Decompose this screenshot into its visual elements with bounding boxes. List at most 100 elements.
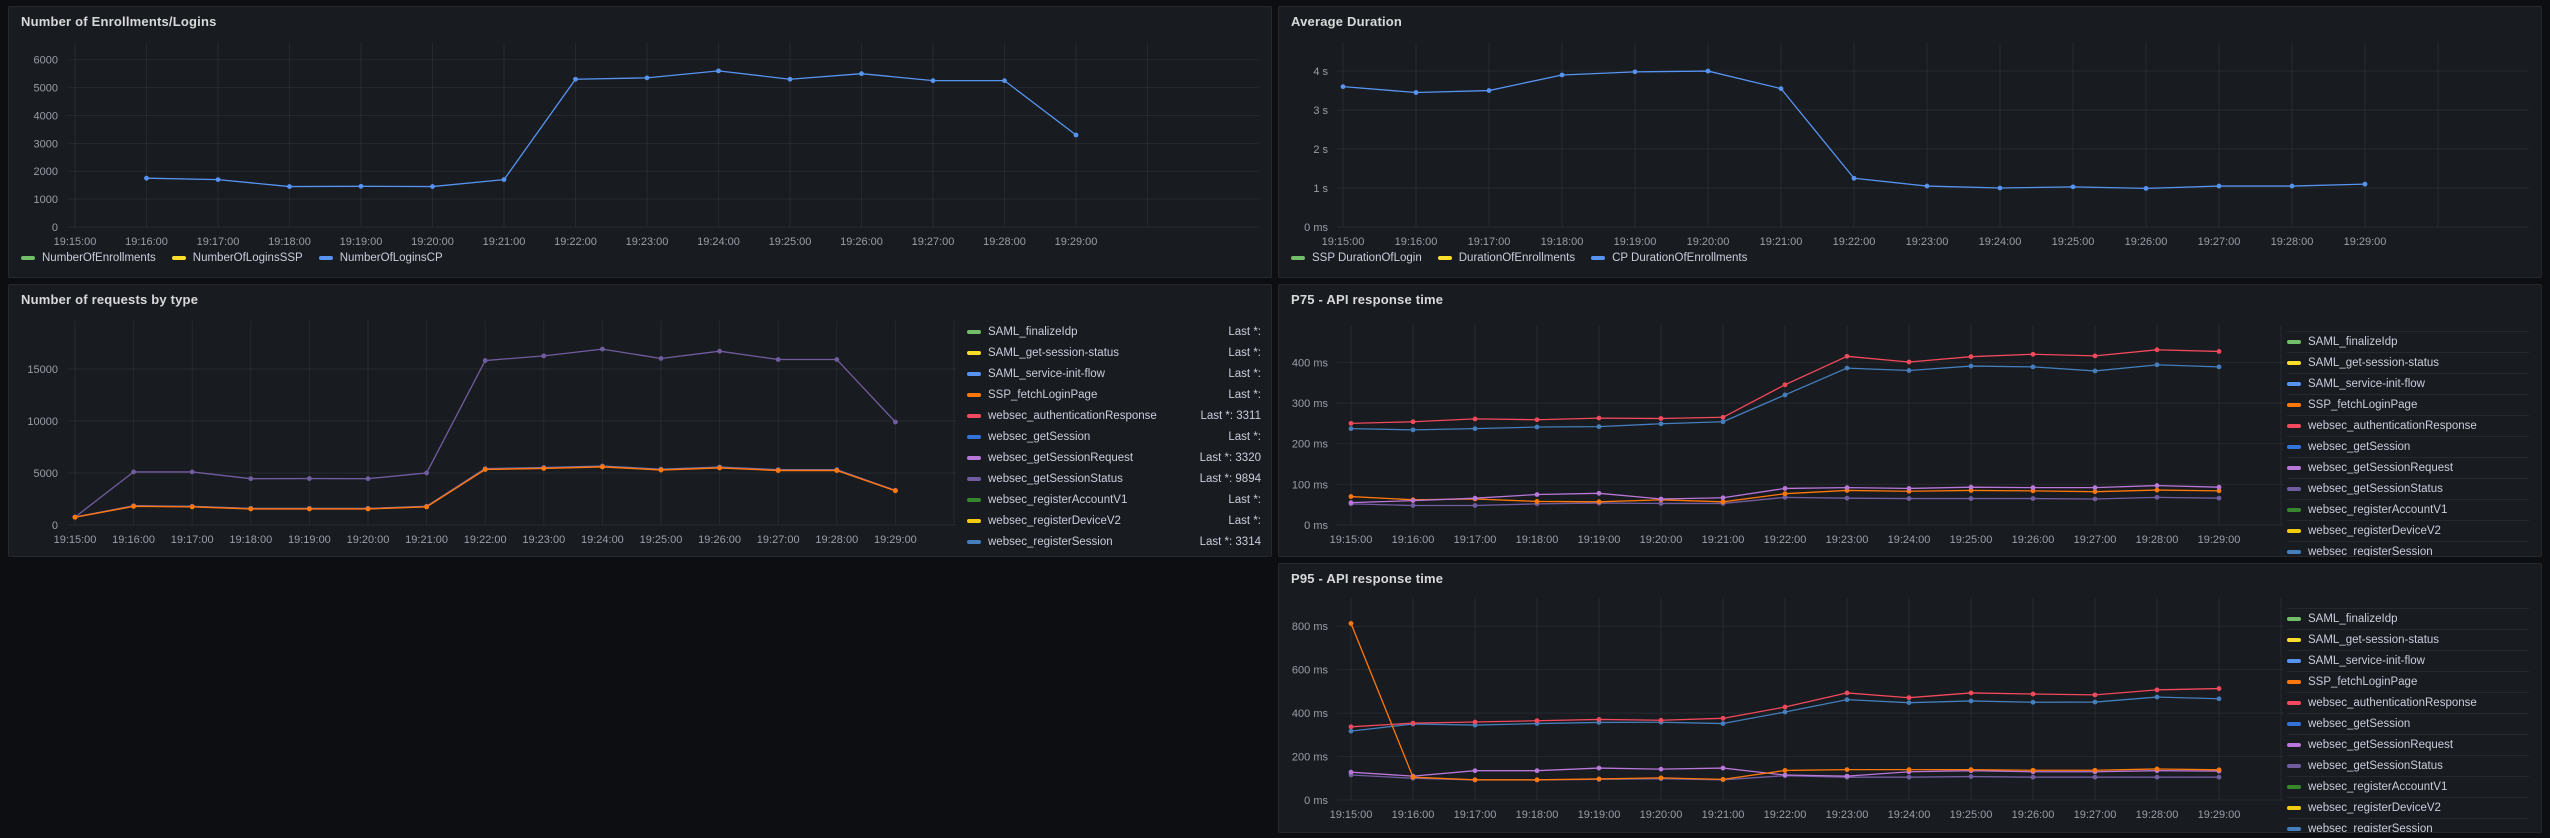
series-point[interactable] bbox=[834, 468, 840, 473]
series-point[interactable] bbox=[1534, 499, 1540, 504]
series-point[interactable] bbox=[787, 76, 793, 82]
series-point[interactable] bbox=[1844, 773, 1850, 779]
series-point[interactable] bbox=[2154, 687, 2160, 693]
panel-title[interactable]: Number of requests by type bbox=[21, 292, 199, 307]
legend-item-websec_getSession[interactable]: websec_getSession Last *: bbox=[967, 426, 1261, 447]
series-point[interactable] bbox=[1348, 728, 1354, 734]
legend-item-SAML_service-init-flow[interactable]: SAML_service-init-flow bbox=[2287, 373, 2529, 394]
series-point[interactable] bbox=[2216, 696, 2222, 702]
series-point[interactable] bbox=[1073, 132, 1079, 138]
series-point[interactable] bbox=[144, 175, 149, 181]
series-point[interactable] bbox=[2092, 485, 2098, 491]
series-point[interactable] bbox=[1968, 767, 1974, 772]
series-point[interactable] bbox=[1720, 765, 1726, 771]
series-point[interactable] bbox=[1596, 776, 1602, 782]
series-point[interactable] bbox=[1968, 690, 1974, 696]
series-point[interactable] bbox=[1844, 690, 1850, 696]
series-point[interactable] bbox=[2216, 484, 2222, 490]
series-point[interactable] bbox=[2154, 494, 2160, 500]
series-point[interactable] bbox=[1778, 86, 1784, 92]
series-point[interactable] bbox=[424, 504, 429, 510]
series-point[interactable] bbox=[1340, 84, 1346, 90]
series-point[interactable] bbox=[716, 68, 721, 74]
series-point[interactable] bbox=[2030, 351, 2036, 357]
series-point[interactable] bbox=[72, 514, 78, 520]
series-point[interactable] bbox=[365, 476, 371, 482]
series-point[interactable] bbox=[1906, 359, 1912, 365]
series-point[interactable] bbox=[2143, 186, 2149, 191]
series-point[interactable] bbox=[1782, 709, 1788, 715]
series-point[interactable] bbox=[2154, 483, 2160, 488]
series-point[interactable] bbox=[2154, 766, 2160, 772]
legend-item-SSP_fetchLoginPage[interactable]: SSP_fetchLoginPage bbox=[2287, 671, 2529, 692]
series-point[interactable] bbox=[215, 177, 221, 183]
legend-item-websec_authenticationResponse[interactable]: websec_authenticationResponse bbox=[2287, 415, 2529, 436]
series-point[interactable] bbox=[2092, 368, 2098, 374]
legend-item-NumberOfEnrollments[interactable]: NumberOfEnrollments bbox=[21, 252, 156, 264]
series-point[interactable] bbox=[1348, 426, 1354, 432]
series-point[interactable] bbox=[1472, 777, 1478, 783]
series-point[interactable] bbox=[1720, 715, 1726, 721]
panel-title[interactable]: Number of Enrollments/Logins bbox=[21, 14, 217, 29]
series-point[interactable] bbox=[1658, 766, 1664, 772]
series-point[interactable] bbox=[424, 470, 429, 476]
series-point[interactable] bbox=[2154, 347, 2160, 353]
series-point[interactable] bbox=[1782, 392, 1788, 398]
series-point[interactable] bbox=[1782, 494, 1788, 500]
time-series-plot[interactable]: 0 ms 1 s 2 s 3 s 4 s 19:15:00 19:16:00 19:17:00… bbox=[1279, 7, 2542, 278]
legend-item-websec_registerSession[interactable]: websec_registerSession bbox=[2287, 818, 2529, 832]
series-point[interactable] bbox=[859, 71, 864, 77]
series-point[interactable] bbox=[1782, 768, 1788, 773]
series-point[interactable] bbox=[834, 357, 840, 362]
series-point[interactable] bbox=[1782, 772, 1788, 778]
legend-item-websec_registerAccountV1[interactable]: websec_registerAccountV1 bbox=[2287, 499, 2529, 520]
series-point[interactable] bbox=[1782, 486, 1788, 491]
series-point[interactable] bbox=[2154, 362, 2160, 368]
legend-item-NumberOfLoginsSSP[interactable]: NumberOfLoginsSSP bbox=[171, 252, 303, 264]
series-point[interactable] bbox=[1472, 416, 1478, 422]
series-point[interactable] bbox=[1348, 420, 1354, 426]
legend-item-SAML_service-init-flow[interactable]: SAML_service-init-flow bbox=[2287, 650, 2529, 671]
legend-item-DurationOfEnrollments[interactable]: DurationOfEnrollments bbox=[1437, 252, 1575, 264]
series-point[interactable] bbox=[1851, 175, 1857, 181]
series-point[interactable] bbox=[541, 353, 547, 359]
series-point[interactable] bbox=[1658, 717, 1664, 723]
series-point[interactable] bbox=[600, 464, 605, 470]
legend-item-websec_getSessionRequest[interactable]: websec_getSessionRequest Last *: 3320 bbox=[967, 447, 1261, 468]
series-point[interactable] bbox=[541, 466, 547, 471]
series-point[interactable] bbox=[1782, 382, 1788, 388]
series-point[interactable] bbox=[2216, 349, 2222, 354]
series-point[interactable] bbox=[248, 506, 254, 512]
legend-item-websec_getSession[interactable]: websec_getSession bbox=[2287, 436, 2529, 457]
series-point[interactable] bbox=[1002, 78, 1007, 84]
series-point[interactable] bbox=[430, 184, 435, 189]
series-point[interactable] bbox=[1596, 499, 1602, 505]
series-point[interactable] bbox=[1906, 496, 1912, 501]
series-point[interactable] bbox=[287, 184, 292, 189]
series-point[interactable] bbox=[1472, 503, 1478, 508]
series-point[interactable] bbox=[2030, 774, 2036, 780]
series-point[interactable] bbox=[2216, 495, 2222, 501]
legend-item-SSP_fetchLoginPage[interactable]: SSP_fetchLoginPage bbox=[2287, 394, 2529, 415]
series-point[interactable] bbox=[1906, 700, 1912, 706]
series-point[interactable] bbox=[1596, 415, 1602, 421]
legend-item-websec_getSessionRequest[interactable]: websec_getSessionRequest bbox=[2287, 457, 2529, 478]
time-series-plot[interactable]: 0 1000 2000 3000 4000 5000 6000 19:15:00 19:16:0… bbox=[9, 7, 1272, 278]
series-point[interactable] bbox=[2030, 485, 2036, 491]
series-point[interactable] bbox=[1486, 88, 1492, 93]
panel-title[interactable]: Average Duration bbox=[1291, 14, 1403, 29]
legend-item-SSP DurationOfLogin[interactable]: SSP DurationOfLogin bbox=[1291, 252, 1422, 264]
series-point[interactable] bbox=[1348, 621, 1354, 626]
series-point[interactable] bbox=[1924, 183, 1930, 189]
series-point[interactable] bbox=[1720, 499, 1726, 505]
series-point[interactable] bbox=[248, 476, 254, 482]
legend-item-websec_authenticationResponse[interactable]: websec_authenticationResponse bbox=[2287, 692, 2529, 713]
series-point[interactable] bbox=[1720, 419, 1726, 425]
series-point[interactable] bbox=[1658, 496, 1664, 502]
series-point[interactable] bbox=[893, 488, 898, 494]
series-point[interactable] bbox=[1705, 68, 1711, 74]
legend-item-websec_registerDeviceV2[interactable]: websec_registerDeviceV2 Last *: bbox=[967, 510, 1261, 531]
legend-item-websec_getSessionStatus[interactable]: websec_getSessionStatus Last *: 9894 bbox=[967, 468, 1261, 489]
series-point[interactable] bbox=[644, 75, 650, 81]
legend-item-websec_registerDeviceV2[interactable]: websec_registerDeviceV2 bbox=[2287, 520, 2529, 541]
